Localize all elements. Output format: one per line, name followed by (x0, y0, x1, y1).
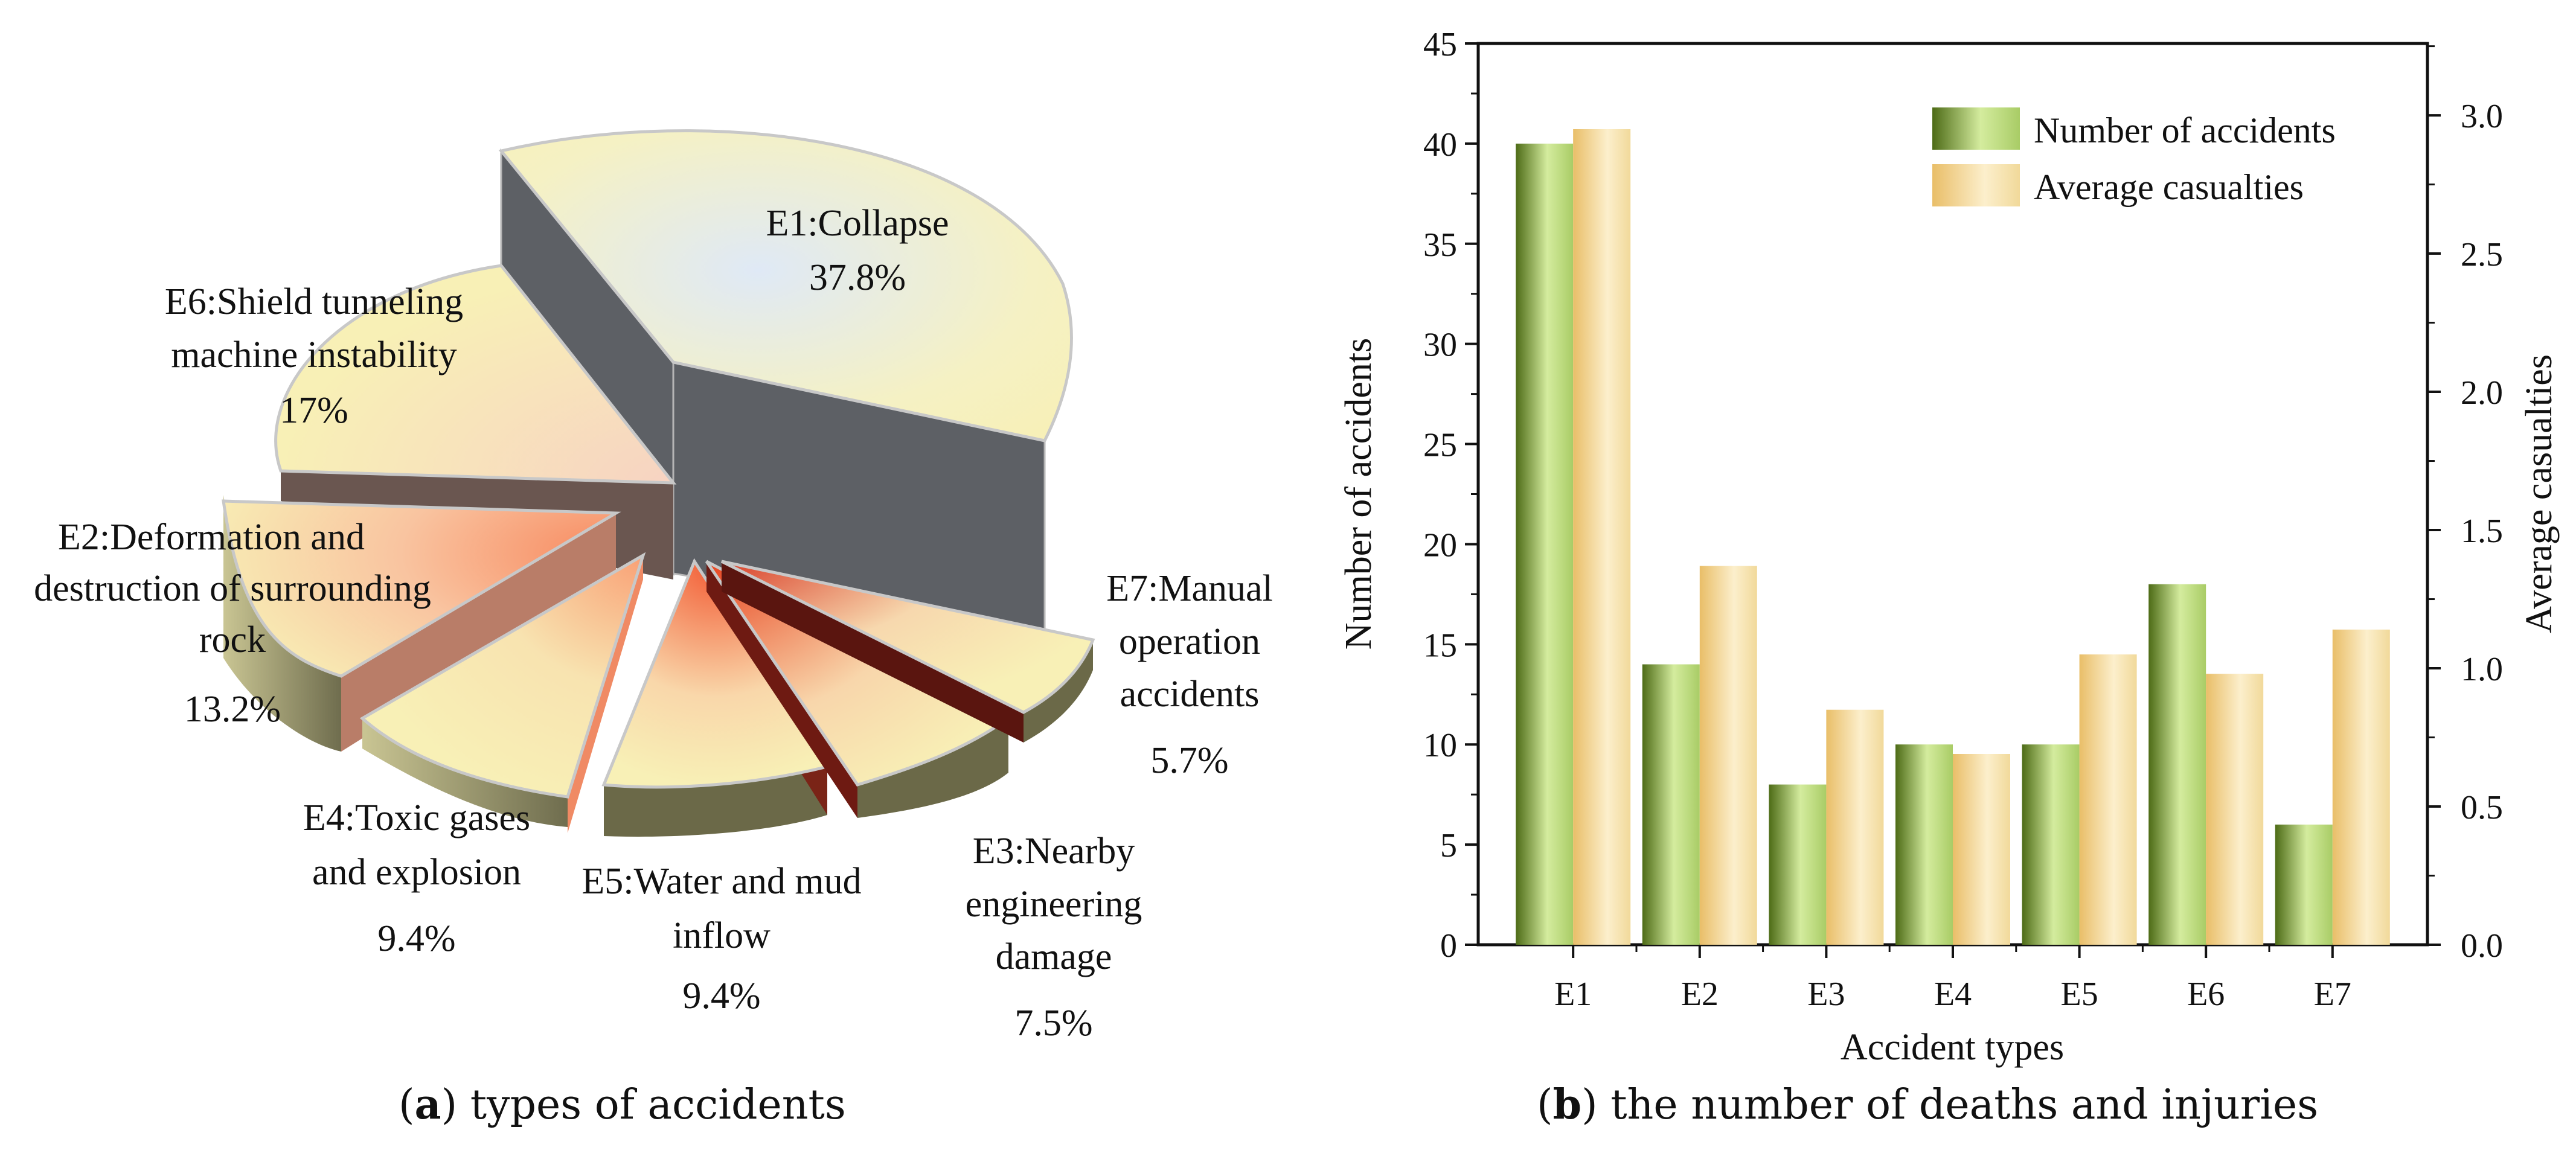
bar-accidents-E7 (2275, 824, 2333, 945)
pie-pct-e3: 7.5% (1014, 1003, 1092, 1044)
bar-casualties-E2 (1699, 566, 1757, 945)
pie-label-e3-line2: engineering (966, 884, 1142, 925)
pie-label-e5-line2: inflow (673, 915, 771, 956)
legend-label-casualties: Average casualties (2034, 167, 2304, 207)
pie-label-e7-line3: accidents (1120, 674, 1260, 715)
bar-accidents-E5 (2022, 744, 2080, 945)
pie-pct-e2: 13.2% (184, 689, 281, 730)
pie-pct-e1: 37.8% (809, 257, 906, 298)
legend-label-accidents: Number of accidents (2034, 110, 2336, 150)
y-tick-label: 10 (1423, 727, 1457, 764)
x-tick-label-E1: E1 (1554, 976, 1592, 1013)
y-tick-label: 40 (1423, 126, 1457, 164)
pie-label-e3-line3: damage (996, 936, 1112, 977)
x-tick-label-E7: E7 (2314, 976, 2351, 1013)
y2-tick-label: 1.0 (2461, 651, 2503, 688)
bar-accidents-E2 (1642, 664, 1700, 945)
bar-casualties-E6 (2206, 674, 2264, 945)
x-tick-label-E5: E5 (2060, 976, 2098, 1013)
bar-accidents-E6 (2148, 584, 2206, 945)
bars (1516, 129, 2390, 945)
x-tick-label-E2: E2 (1681, 976, 1719, 1013)
pie-label-e6-line1: E6:Shield tunneling (165, 281, 463, 322)
x-tick-label-E6: E6 (2187, 976, 2225, 1013)
bar-casualties-E1 (1573, 129, 1631, 945)
bar-accidents-E1 (1516, 143, 1574, 945)
pie-slice-e4 (359, 552, 646, 833)
pie-label-e7-line1: E7:Manual (1106, 568, 1273, 609)
caption-a: (a) types of accidents (399, 1081, 846, 1129)
y2-tick-label: 0.0 (2461, 927, 2503, 965)
bar-accidents-E3 (1769, 784, 1827, 945)
y2-tick-label: 2.5 (2461, 236, 2503, 273)
pie-label-e6-line2: machine instability (171, 334, 457, 375)
pie-label-e5-line1: E5:Water and mud (582, 861, 861, 902)
pie-pct-e7: 5.7% (1150, 740, 1228, 781)
bar-casualties-E7 (2332, 629, 2390, 945)
pie-label-e7-line2: operation (1119, 621, 1260, 662)
bar-casualties-E3 (1826, 709, 1884, 945)
y2-tick-label: 1.5 (2461, 513, 2503, 550)
pie-label-e3-line1: E3:Nearby (973, 831, 1135, 872)
pie-label-e4-line1: E4:Toxic gases (303, 797, 530, 838)
y-tick-label: 20 (1423, 526, 1457, 564)
pie-label-e2-line3: rock (199, 619, 266, 660)
pie-label-e2-line1: E2:Deformation and (58, 517, 365, 558)
pie-slice-e7 (720, 560, 1095, 743)
bar-accidents-E4 (1895, 744, 1953, 945)
y-tick-label: 30 (1423, 327, 1457, 364)
bar-casualties-E5 (2079, 654, 2137, 945)
x-tick-label-E4: E4 (1934, 976, 1972, 1013)
pie-chart (222, 129, 1095, 837)
legend-swatch-accidents (1932, 107, 2020, 150)
pie-label-e1: E1:Collapse (766, 203, 949, 244)
caption-b-letter: b (1552, 1081, 1582, 1129)
pie-pct-e6: 17% (280, 390, 348, 431)
caption-a-letter: a (414, 1081, 441, 1129)
x-axis: E1 E2 E3 E4 E5 E6 E7 (1554, 945, 2351, 1013)
legend-swatch-casualties (1932, 164, 2020, 206)
right-axis: 0.0 0.5 1.0 1.5 2.0 2.5 3.0 (2427, 45, 2503, 965)
y-tick-label: 5 (1440, 827, 1457, 864)
y-tick-label: 0 (1440, 927, 1457, 965)
pie-label-e4-line2: and explosion (312, 852, 521, 893)
left-axis: 0 5 10 15 20 25 30 35 40 45 (1423, 26, 1478, 965)
y2-axis-title: Average casualties (2519, 354, 2560, 633)
pie-pct-e5: 9.4% (682, 976, 760, 1017)
bar-chart: 0 5 10 15 20 25 30 35 40 45 0.0 0.5 1.0 1.5 2.0 2.5 3.0… (1338, 26, 2560, 1068)
x-axis-title: Accident types (1841, 1027, 2064, 1068)
y-tick-label: 35 (1423, 226, 1457, 264)
pie-pct-e4: 9.4% (377, 918, 455, 959)
y-tick-label: 25 (1423, 427, 1457, 464)
x-tick-label-E3: E3 (1807, 976, 1845, 1013)
pie-labels: E1:Collapse 37.8% E6:Shield tunneling ma… (34, 203, 1273, 1044)
bar-casualties-E4 (1953, 753, 2010, 945)
caption-a-text: types of accidents (457, 1081, 846, 1129)
y-tick-label: 15 (1423, 627, 1457, 664)
caption-b-text: the number of deaths and injuries (1597, 1081, 2319, 1129)
pie-slice-e5 (601, 558, 830, 837)
caption-b: (b) the number of deaths and injuries (1537, 1081, 2319, 1129)
legend: Number of accidents Average casualties (1932, 107, 2336, 207)
y2-tick-label: 3.0 (2461, 98, 2503, 135)
y-tick-label: 45 (1423, 26, 1457, 63)
y-axis-title: Number of accidents (1338, 338, 1379, 650)
pie-label-e2-line2: destruction of surrounding (34, 568, 431, 609)
y2-tick-label: 0.5 (2461, 789, 2503, 826)
y2-tick-label: 2.0 (2461, 374, 2503, 412)
